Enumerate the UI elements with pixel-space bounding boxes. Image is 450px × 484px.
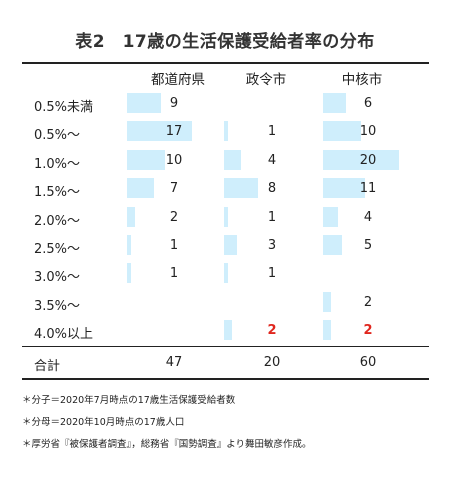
bar-designated-cities bbox=[224, 178, 258, 199]
value-designated-cities: 1 bbox=[267, 209, 277, 225]
bar-designated-cities bbox=[224, 263, 229, 284]
value-designated-cities: 4 bbox=[267, 152, 277, 168]
bar-designated-cities bbox=[224, 320, 233, 341]
table-row: 1.0%〜 10 4 20 bbox=[22, 147, 429, 175]
value-core-cities: 5 bbox=[363, 238, 373, 253]
bar-core-cities bbox=[323, 149, 399, 170]
value-core-cities: 6 bbox=[363, 96, 373, 111]
bar-prefectures bbox=[127, 149, 165, 170]
value-prefectures: 9 bbox=[169, 96, 179, 111]
value-designated-cities: 2 bbox=[267, 323, 277, 339]
column-header-core-cities: 中核市 bbox=[341, 72, 383, 88]
table-row: 3.5%〜 2 bbox=[22, 289, 429, 317]
table-row: 0.5%〜 17 1 10 bbox=[22, 118, 429, 146]
note-denominator: ＊分母＝2020年10月時点の17歳人口 bbox=[22, 417, 185, 428]
row-label: 3.0%〜 bbox=[34, 270, 81, 286]
value-prefectures: 1 bbox=[169, 238, 179, 253]
bar-prefectures bbox=[127, 263, 131, 284]
value-designated-cities: 3 bbox=[267, 238, 277, 253]
row-label: 4.0%以上 bbox=[34, 327, 94, 343]
column-header-prefectures: 都道府県 bbox=[151, 72, 205, 88]
value-prefectures: 17 bbox=[165, 124, 183, 140]
table-row: 3.0%〜 1 1 bbox=[22, 260, 429, 288]
bar-prefectures bbox=[127, 121, 192, 142]
top-rule bbox=[22, 62, 429, 64]
value-designated-cities: 1 bbox=[267, 266, 277, 282]
column-header-designated-cities: 政令市 bbox=[245, 72, 287, 88]
note-source: ＊厚労省『被保護者調査』，総務省『国勢調査』より舞田敏彦作成。 bbox=[22, 439, 312, 450]
bar-designated-cities bbox=[224, 206, 229, 227]
bar-core-cities bbox=[323, 93, 346, 113]
value-designated-cities: 1 bbox=[267, 124, 277, 140]
value-core-cities: 2 bbox=[363, 323, 373, 339]
total-row: 合計 47 20 60 bbox=[22, 352, 429, 374]
row-label: 1.0%〜 bbox=[34, 156, 81, 172]
value-core-cities: 4 bbox=[363, 209, 373, 225]
value-prefectures: 10 bbox=[165, 152, 183, 168]
bar-core-cities bbox=[323, 320, 331, 341]
row-label: 0.5%〜 bbox=[34, 128, 81, 144]
bar-core-cities bbox=[323, 206, 339, 227]
total-separator-rule bbox=[22, 346, 429, 347]
row-label: 3.5%〜 bbox=[34, 298, 81, 314]
value-prefectures: 1 bbox=[169, 266, 179, 282]
value-core-cities: 11 bbox=[359, 181, 377, 197]
value-prefectures: 2 bbox=[169, 209, 179, 225]
row-label: 0.5%未満 bbox=[34, 100, 94, 115]
row-label: 2.5%〜 bbox=[34, 242, 81, 257]
value-core-cities: 20 bbox=[359, 152, 377, 168]
bar-prefectures bbox=[127, 93, 162, 113]
bar-core-cities bbox=[323, 121, 361, 142]
table-row: 2.0%〜 2 1 4 bbox=[22, 204, 429, 232]
value-designated-cities: 8 bbox=[267, 181, 277, 197]
bar-core-cities bbox=[323, 291, 331, 312]
table-title: 表2 17歳の生活保護受給者率の分布 bbox=[75, 32, 375, 52]
total-label: 合計 bbox=[34, 359, 61, 374]
table-row: 2.5%〜 1 3 5 bbox=[22, 232, 429, 260]
bar-core-cities bbox=[323, 178, 365, 199]
value-core-cities: 2 bbox=[363, 294, 373, 310]
bar-core-cities bbox=[323, 235, 342, 255]
total-core-cities: 60 bbox=[359, 355, 377, 370]
bar-designated-cities bbox=[224, 149, 241, 170]
total-prefectures: 47 bbox=[165, 355, 183, 370]
bar-prefectures bbox=[127, 206, 135, 227]
table-row: 4.0%以上 2 2 bbox=[22, 317, 429, 345]
value-prefectures: 7 bbox=[169, 181, 179, 197]
value-core-cities: 10 bbox=[359, 124, 377, 140]
bar-designated-cities bbox=[224, 121, 229, 142]
note-numerator: ＊分子＝2020年7月時点の17歳生活保護受給者数 bbox=[22, 395, 236, 406]
bar-prefectures bbox=[127, 178, 154, 199]
table-row: 1.5%〜 7 8 11 bbox=[22, 175, 429, 203]
row-label: 2.0%〜 bbox=[34, 213, 81, 229]
bottom-rule bbox=[22, 378, 429, 380]
row-label: 1.5%〜 bbox=[34, 185, 81, 201]
bar-prefectures bbox=[127, 235, 131, 255]
total-designated-cities: 20 bbox=[263, 355, 281, 370]
bar-designated-cities bbox=[224, 235, 237, 255]
table-row: 0.5%未満 9 6 bbox=[22, 90, 429, 118]
